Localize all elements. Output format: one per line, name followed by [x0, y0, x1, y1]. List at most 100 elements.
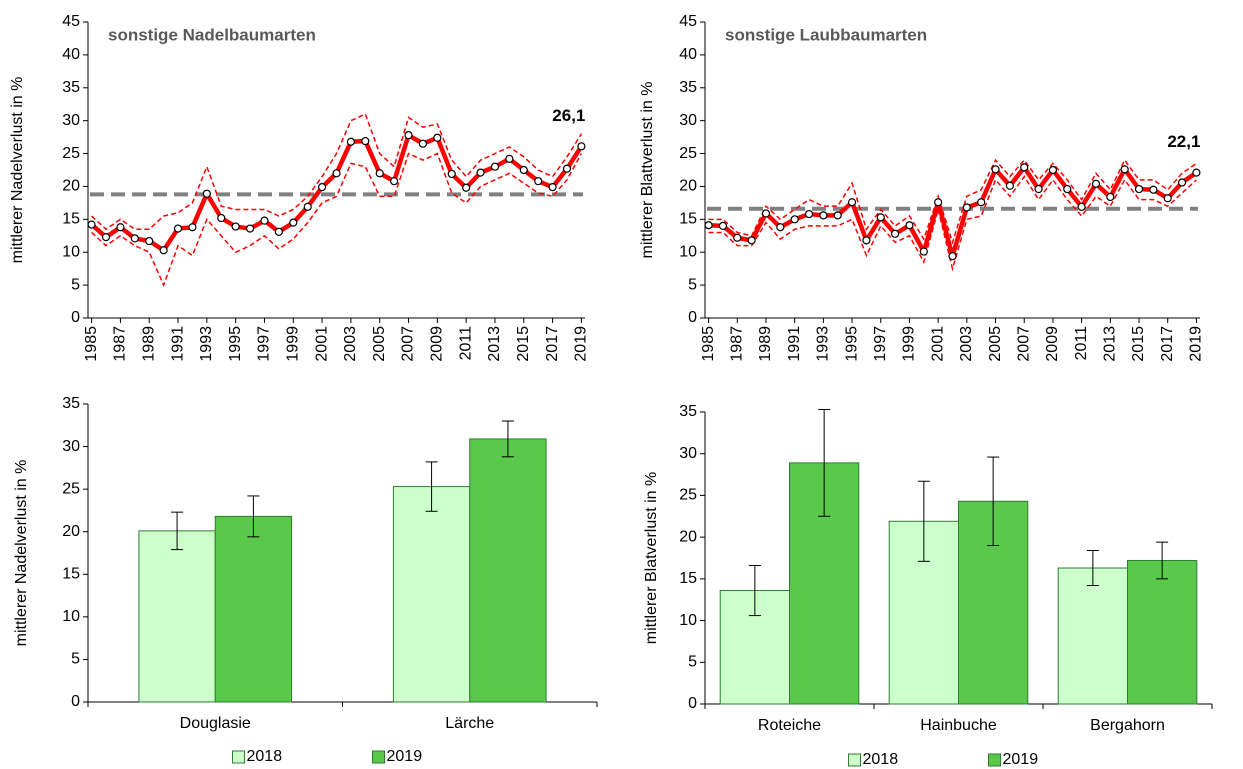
y-tick-label: 20 — [679, 528, 697, 545]
data-point — [217, 213, 226, 223]
data-point — [303, 202, 312, 211]
confidence-band — [708, 175, 1197, 272]
x-tick-label: 1999 — [901, 326, 918, 362]
data-point — [1149, 185, 1158, 194]
data-point — [130, 234, 139, 243]
x-tick-label: 2013 — [1102, 326, 1119, 362]
data-point — [505, 154, 514, 163]
data-point — [1077, 202, 1086, 211]
x-tick-label: 2017 — [1159, 326, 1176, 362]
y-tick-label: 45 — [679, 13, 697, 30]
y-axis-label: mittlerer Nadelverlust in % — [13, 460, 30, 647]
data-point — [876, 213, 885, 222]
x-tick-label: 2019 — [573, 326, 590, 362]
bar — [138, 530, 216, 703]
y-tick-label: 5 — [71, 276, 80, 293]
data-point — [519, 165, 528, 175]
data-point — [361, 136, 370, 146]
x-tick-label: 1989 — [757, 326, 774, 362]
data-point — [1106, 192, 1115, 202]
y-tick-label: 10 — [62, 608, 80, 625]
data-point — [1120, 165, 1129, 174]
data-point — [289, 218, 298, 227]
panel-title: sonstige Nadelbaumarten — [108, 25, 316, 44]
y-tick-label: 5 — [71, 651, 80, 668]
data-point — [819, 211, 828, 220]
data-point — [346, 137, 356, 146]
x-tick-label: 1987 — [729, 326, 746, 362]
data-point — [862, 236, 871, 245]
x-tick-label: 2005 — [987, 326, 1004, 362]
y-tick-label: 35 — [62, 395, 80, 412]
data-point — [332, 169, 341, 178]
y-tick-label: 5 — [688, 276, 697, 293]
data-point — [905, 221, 914, 230]
data-point — [188, 223, 197, 232]
x-tick-label: Bergahorn — [1090, 717, 1165, 734]
x-tick-label: 2007 — [400, 326, 417, 362]
data-point — [476, 168, 485, 177]
data-point — [462, 183, 471, 192]
data-point — [847, 198, 857, 207]
data-point — [962, 203, 971, 212]
y-tick-label: 15 — [679, 211, 697, 228]
x-tick-label: 1997 — [872, 326, 889, 362]
x-tick-label: 2007 — [1015, 326, 1032, 362]
data-point — [790, 215, 799, 224]
legend-label: 2019 — [1003, 751, 1039, 768]
data-point — [718, 221, 728, 231]
x-tick-label: 1997 — [256, 326, 273, 362]
data-point — [101, 232, 111, 242]
x-tick-label: 2019 — [1188, 326, 1205, 362]
x-tick-label: 2015 — [515, 326, 532, 362]
data-point — [534, 177, 543, 186]
x-tick-label: 2015 — [1130, 326, 1147, 362]
x-tick-label: 1991 — [169, 326, 186, 362]
x-tick-label: 2009 — [429, 326, 446, 362]
x-tick-label: 2001 — [929, 326, 946, 362]
data-point — [919, 247, 928, 256]
y-tick-label: 45 — [62, 13, 80, 30]
y-tick-label: 30 — [679, 112, 697, 129]
y-axis-label: mittlerer Blatverlust in % — [643, 472, 660, 645]
y-tick-label: 40 — [679, 46, 697, 63]
y-tick-label: 0 — [688, 695, 697, 712]
x-tick-label: 2003 — [958, 326, 975, 362]
legend-label: 2018 — [863, 751, 899, 768]
data-point — [490, 162, 500, 171]
data-point — [390, 177, 399, 186]
legend-label: 2018 — [247, 748, 283, 765]
y-tick-label: 5 — [688, 654, 697, 671]
y-tick-label: 30 — [62, 438, 80, 455]
data-point — [804, 209, 814, 219]
y-tick-label: 0 — [71, 693, 80, 710]
data-point — [747, 236, 756, 245]
y-tick-label: 10 — [679, 612, 697, 629]
confidence-band — [91, 113, 583, 231]
data-point — [548, 183, 557, 192]
confidence-band — [91, 152, 583, 288]
data-point — [274, 227, 283, 236]
bar — [1127, 560, 1198, 705]
x-tick-label: 1991 — [786, 326, 803, 362]
bar — [214, 515, 293, 703]
data-point — [245, 224, 255, 233]
x-tick-label: 1993 — [198, 326, 215, 362]
y-tick-label: 20 — [679, 178, 697, 195]
x-tick-label: 1987 — [112, 326, 129, 362]
x-tick-label: 2011 — [1073, 326, 1090, 361]
data-point — [704, 221, 713, 230]
data-point — [776, 223, 785, 232]
legend-swatch — [988, 753, 1001, 767]
data-point — [733, 233, 742, 242]
x-tick-label: 1993 — [815, 326, 832, 362]
data-point — [1048, 165, 1058, 175]
data-point — [991, 165, 1000, 174]
y-tick-label: 15 — [62, 211, 80, 228]
data-point — [1020, 163, 1029, 172]
x-tick-label: 1999 — [285, 326, 302, 362]
y-axis-label: mittlerer Blattverlust in % — [639, 82, 656, 259]
x-tick-label: Roteiche — [758, 717, 821, 734]
data-point — [231, 222, 240, 231]
x-tick-label: 2017 — [544, 326, 561, 362]
